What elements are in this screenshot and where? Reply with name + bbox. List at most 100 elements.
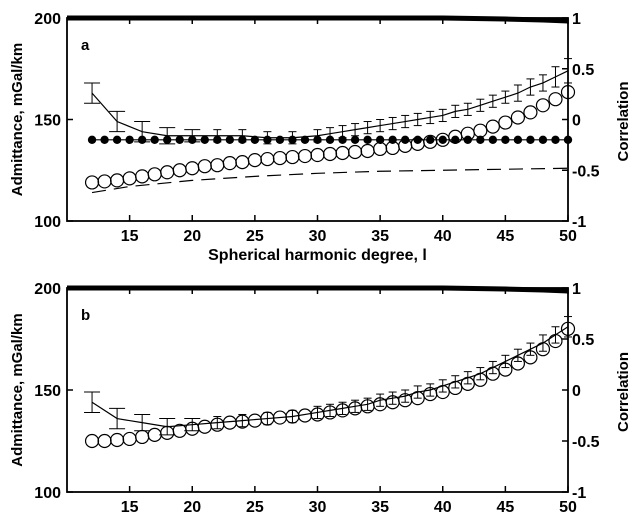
y2-tick-label: 0 (572, 383, 581, 400)
data-point-filled (100, 135, 109, 144)
data-point-filled (513, 135, 523, 144)
data-point-filled (325, 135, 335, 144)
data-point-open (185, 161, 200, 176)
data-point-open (535, 98, 551, 113)
data-point-open (498, 115, 513, 130)
data-point-open (97, 174, 112, 189)
data-point-open (147, 167, 162, 182)
y2-tick-label: 1 (572, 11, 581, 28)
x-tick-label: 20 (183, 228, 201, 245)
data-point-filled (488, 135, 498, 144)
data-point-filled (250, 135, 260, 144)
data-point-filled (263, 135, 272, 144)
data-point-filled (150, 135, 159, 144)
data-point-open (510, 356, 526, 371)
y2-tick-label: -0.5 (572, 163, 600, 180)
data-point-open (322, 146, 338, 162)
data-point-filled (538, 135, 548, 144)
y2-axis-label: Correlation (615, 81, 632, 161)
data-point-open (247, 413, 262, 428)
data-point-open (97, 433, 112, 449)
data-point-filled (225, 135, 235, 144)
data-point-open (84, 433, 100, 449)
data-point-open (498, 362, 513, 377)
x-tick-label: 45 (496, 499, 514, 516)
data-point-filled (200, 135, 209, 144)
x-tick-label: 50 (559, 499, 577, 516)
data-point-open (172, 163, 187, 178)
data-point-filled (350, 135, 360, 144)
data-point-open (535, 342, 551, 357)
data-point-open (510, 110, 526, 125)
data-point-open (210, 158, 225, 173)
data-point-open (235, 155, 250, 170)
data-point-open (310, 147, 325, 163)
y-axis-label: Admittance, mGal/km (9, 313, 26, 466)
x-tick-label: 50 (559, 228, 577, 245)
data-point-open (297, 148, 313, 164)
y-tick-label: 150 (34, 113, 61, 130)
x-tick-label: 25 (246, 228, 264, 245)
plot-frame (66, 17, 569, 222)
data-point-filled (375, 135, 385, 144)
x-tick-label: 30 (309, 228, 327, 245)
series-thick-line (67, 285, 569, 294)
x-tick-label: 20 (183, 499, 201, 516)
data-point-open (548, 333, 563, 349)
x-tick-label: 30 (309, 499, 327, 516)
panel-a: 15 20 25 30 35 40 45 50 100 150 200 -1 -0.5 0 0.5 1 Admi… (9, 11, 632, 264)
data-point-open (460, 376, 475, 391)
data-point-filled (363, 135, 372, 144)
y2-axis-label: Correlation (615, 352, 632, 432)
panel-label: a (81, 37, 90, 54)
data-point-open (373, 141, 388, 157)
x-tick-label: 35 (371, 499, 389, 516)
data-point-filled (188, 135, 197, 144)
data-point-open (347, 144, 363, 160)
data-point-open (473, 372, 488, 387)
data-point-open (335, 145, 350, 161)
series-thick-line (67, 15, 569, 24)
y-tick-label: 100 (34, 485, 61, 502)
x-tick-label: 15 (121, 228, 139, 245)
data-point-filled (137, 135, 147, 144)
data-point-filled (438, 135, 447, 144)
x-tick-label: 15 (121, 499, 139, 516)
x-tick-label: 25 (246, 499, 264, 516)
plot-frame (66, 287, 569, 493)
data-point-open (285, 149, 300, 165)
data-point-open (410, 391, 425, 406)
data-point-open (122, 431, 137, 447)
data-point-open (360, 143, 375, 159)
y-tick-label: 200 (34, 281, 61, 298)
data-point-filled (175, 135, 184, 144)
data-point-open (272, 150, 288, 166)
data-point-filled (526, 135, 535, 144)
data-point-open (135, 169, 150, 184)
series-line (91, 70, 569, 139)
data-point-filled (275, 135, 285, 144)
data-point-filled (125, 135, 134, 144)
x-tick-label: 40 (434, 228, 452, 245)
data-point-filled (112, 135, 122, 144)
data-point-filled (501, 135, 510, 144)
y-tick-label: 100 (34, 214, 61, 231)
data-point-open (473, 123, 488, 138)
data-point-open (485, 119, 500, 134)
y-tick-label: 150 (34, 383, 61, 400)
data-point-open (222, 156, 237, 171)
x-tick-label: 40 (434, 499, 452, 516)
data-point-open (197, 419, 212, 434)
data-point-open (548, 92, 563, 107)
data-point-open (135, 429, 150, 445)
data-point-filled (426, 135, 435, 144)
x-tick-label: 45 (496, 228, 514, 245)
data-point-open (523, 350, 538, 365)
data-point-filled (300, 135, 310, 144)
data-point-filled (238, 135, 247, 144)
y2-tick-label: 0.5 (572, 62, 594, 79)
data-point-open (197, 159, 212, 174)
data-point-open (222, 415, 237, 430)
data-point-open (84, 175, 100, 190)
